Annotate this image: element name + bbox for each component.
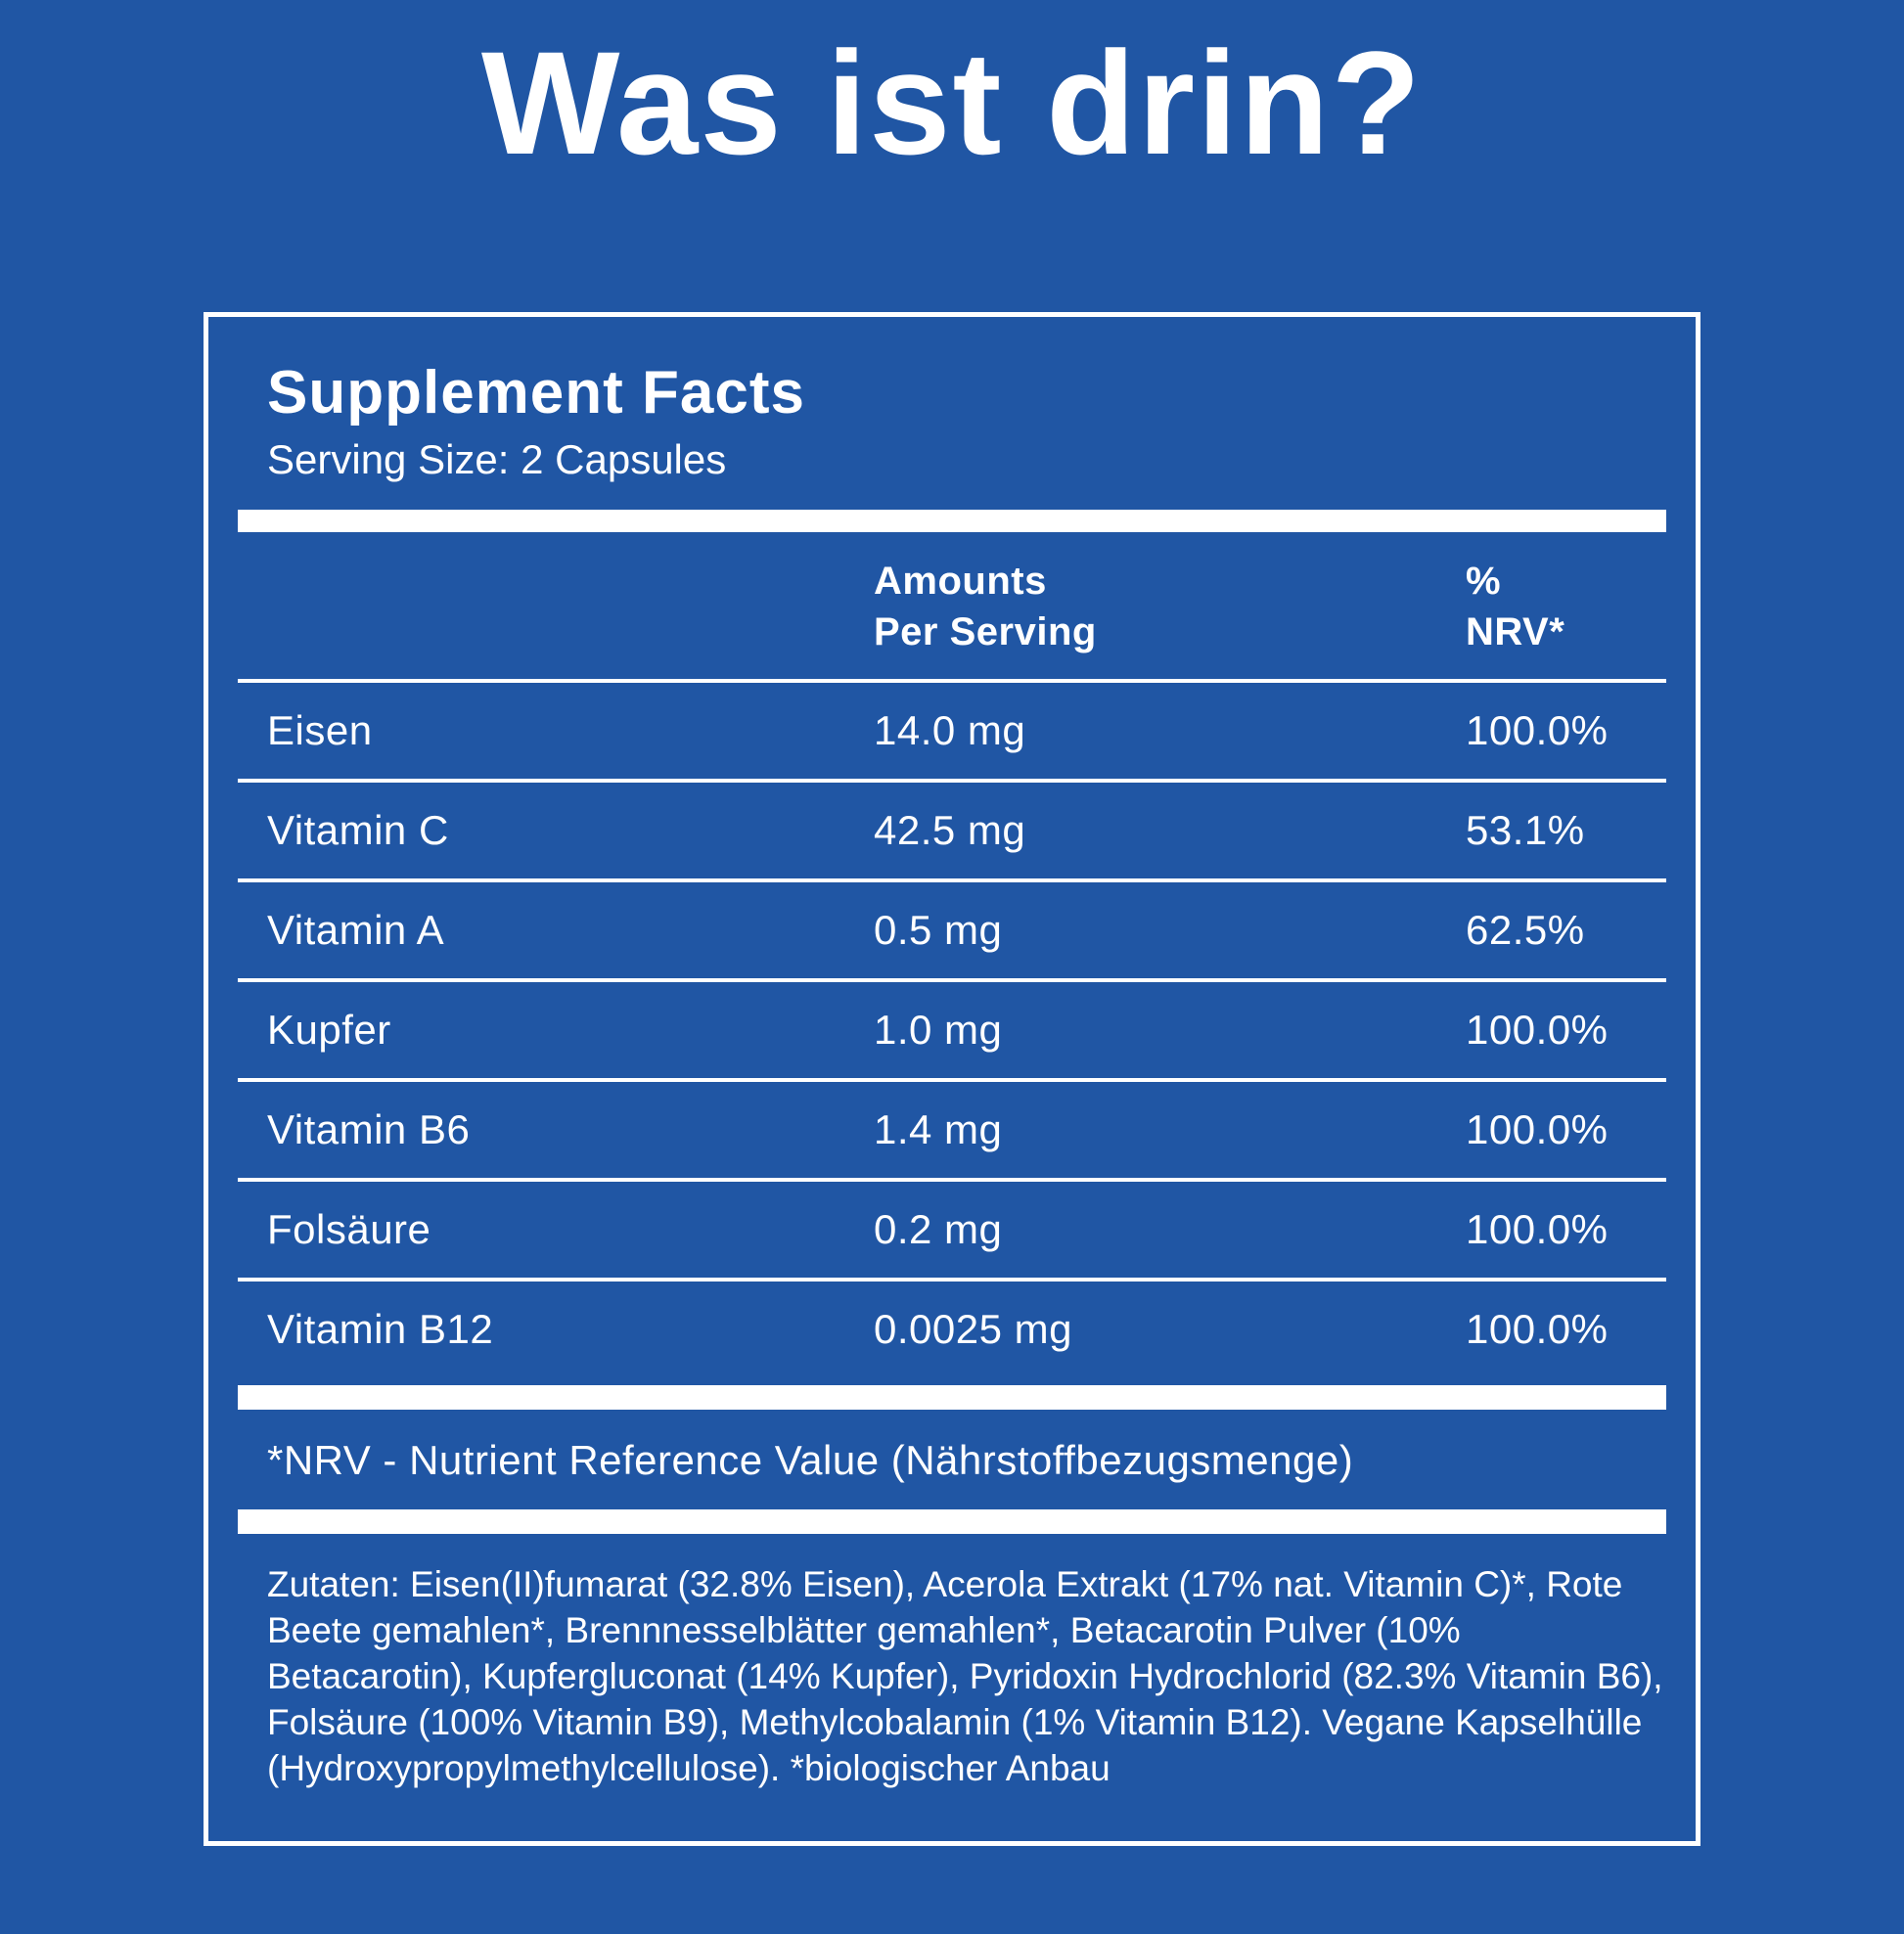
nutrient-amount: 14.0 mg [874, 707, 1026, 753]
table-row-folsaeure: Folsäure 0.2 mg 100.0% [238, 1182, 1666, 1278]
header-divider [238, 679, 1666, 683]
nutrient-nrv: 100.0% [1466, 1306, 1609, 1352]
table-row-kupfer: Kupfer 1.0 mg 100.0% [238, 982, 1666, 1078]
column-header-nutrient [267, 556, 874, 657]
column-header-nrv: % NRV* [1466, 560, 1565, 653]
nutrient-nrv: 62.5% [1466, 907, 1585, 953]
nutrient-amount: 0.0025 mg [874, 1306, 1072, 1352]
nutrient-amount: 0.2 mg [874, 1206, 1003, 1252]
nutrient-amount: 0.5 mg [874, 907, 1003, 953]
nutrient-name: Kupfer [267, 1007, 391, 1053]
ingredients-text: Zutaten: Eisen(II)fumarat (32.8% Eisen),… [267, 1564, 1663, 1788]
table-row-vitamin-c: Vitamin C 42.5 mg 53.1% [238, 783, 1666, 878]
row-divider [238, 1078, 1666, 1082]
row-divider [238, 978, 1666, 982]
divider-above-footnote [238, 1385, 1666, 1410]
row-divider [238, 779, 1666, 783]
row-divider [238, 878, 1666, 882]
nutrient-nrv: 53.1% [1466, 807, 1585, 853]
nutrient-name: Vitamin B12 [267, 1306, 494, 1352]
nutrient-amount: 1.4 mg [874, 1106, 1003, 1152]
nutrient-name: Eisen [267, 707, 373, 753]
table-row-vitamin-b12: Vitamin B12 0.0025 mg 100.0% [238, 1282, 1666, 1377]
row-divider [238, 1178, 1666, 1182]
nutrient-name: Vitamin B6 [267, 1106, 471, 1152]
serving-size: Serving Size: 2 Capsules [267, 436, 727, 482]
nutrient-name: Vitamin A [267, 907, 445, 953]
nutrient-nrv: 100.0% [1466, 1206, 1609, 1252]
table-row-vitamin-a: Vitamin A 0.5 mg 62.5% [238, 882, 1666, 978]
row-divider [238, 1278, 1666, 1282]
table-row-vitamin-b6: Vitamin B6 1.4 mg 100.0% [238, 1082, 1666, 1178]
column-header-amounts: Amounts Per Serving [874, 560, 1097, 653]
nutrient-nrv: 100.0% [1466, 707, 1609, 753]
table-row-eisen: Eisen 14.0 mg 100.0% [238, 683, 1666, 779]
divider-below-footnote [238, 1509, 1666, 1534]
supplement-facts-panel: Supplement Facts Serving Size: 2 Capsule… [204, 312, 1700, 1846]
nutrient-name: Folsäure [267, 1206, 431, 1252]
panel-heading: Supplement Facts [267, 359, 805, 427]
table-header: Amounts Per Serving % NRV* [238, 532, 1666, 679]
nrv-footnote: *NRV - Nutrient Reference Value (Nährsto… [267, 1437, 1354, 1483]
nutrient-amount: 42.5 mg [874, 807, 1026, 853]
nutrient-amount: 1.0 mg [874, 1007, 1003, 1053]
page-title: Was ist drin? [480, 21, 1424, 185]
nutrient-nrv: 100.0% [1466, 1106, 1609, 1152]
divider-top-thick [238, 510, 1666, 532]
nutrient-name: Vitamin C [267, 807, 449, 853]
nutrient-nrv: 100.0% [1466, 1007, 1609, 1053]
